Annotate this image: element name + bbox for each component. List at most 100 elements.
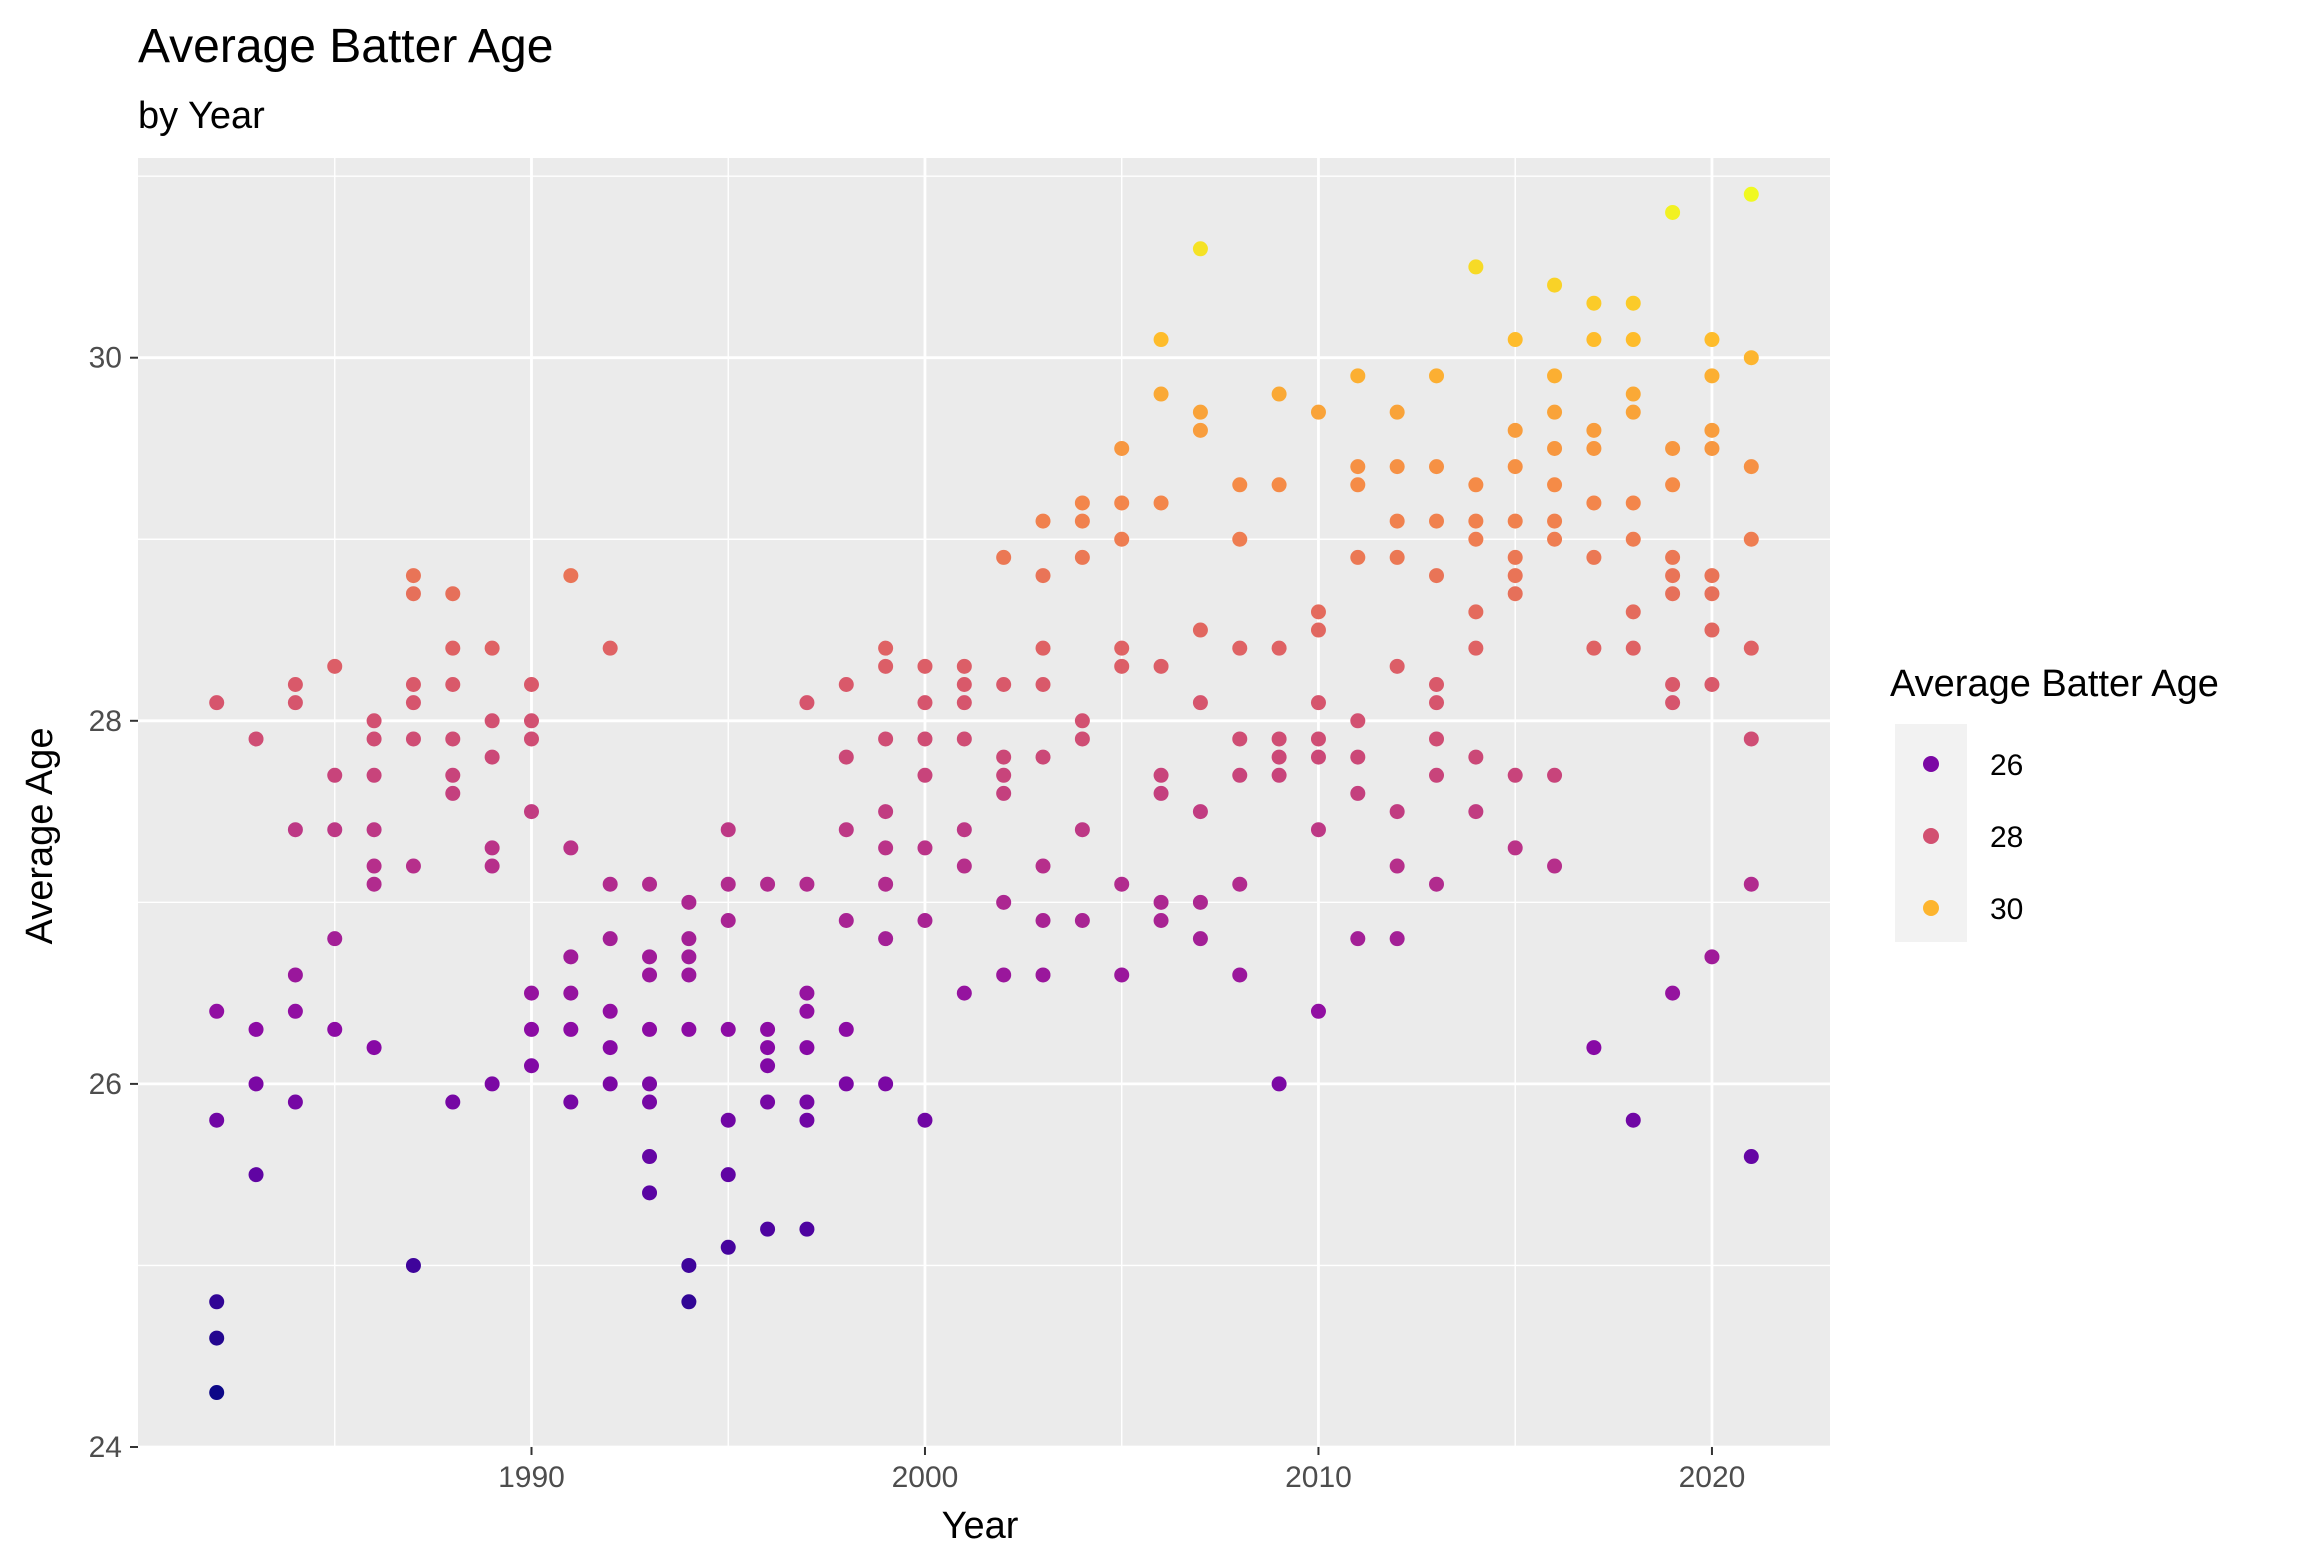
- data-point: [1704, 368, 1720, 384]
- data-point: [1350, 459, 1366, 475]
- data-point: [1310, 731, 1326, 747]
- data-point: [1665, 477, 1681, 493]
- data-point: [1114, 876, 1130, 892]
- data-point: [799, 1003, 815, 1019]
- data-point: [1468, 749, 1484, 765]
- data-point: [878, 804, 894, 820]
- data-point: [996, 749, 1012, 765]
- data-point: [248, 1076, 264, 1092]
- data-point: [1114, 658, 1130, 674]
- data-point: [720, 1112, 736, 1128]
- data-point: [602, 640, 618, 656]
- x-tick-label: 2020: [1679, 1461, 1746, 1494]
- data-point: [642, 967, 658, 983]
- data-point: [523, 985, 539, 1001]
- data-point: [1665, 586, 1681, 602]
- data-point: [681, 1021, 697, 1037]
- data-point: [838, 1021, 854, 1037]
- data-point: [681, 949, 697, 965]
- legend-entries: 26 28 30: [1923, 749, 2023, 926]
- data-point: [996, 785, 1012, 801]
- data-point: [1507, 586, 1523, 602]
- data-point: [1625, 531, 1641, 547]
- legend-key: [1923, 828, 1939, 844]
- data-point: [1586, 422, 1602, 438]
- data-point: [1310, 1003, 1326, 1019]
- data-point: [1271, 386, 1287, 402]
- data-points: [209, 186, 1759, 1401]
- data-point: [878, 1076, 894, 1092]
- data-point: [1389, 404, 1405, 420]
- data-point: [1232, 876, 1248, 892]
- data-point: [1153, 386, 1169, 402]
- data-point: [248, 1021, 264, 1037]
- data-point: [523, 676, 539, 692]
- data-point: [1310, 404, 1326, 420]
- x-tick-label: 2000: [892, 1461, 959, 1494]
- y-axis-title: Average Age: [19, 728, 61, 945]
- data-point: [878, 876, 894, 892]
- data-point: [1232, 731, 1248, 747]
- data-point: [878, 658, 894, 674]
- data-point: [563, 568, 579, 584]
- data-point: [1192, 404, 1208, 420]
- data-point: [1350, 713, 1366, 729]
- data-point: [1743, 459, 1759, 475]
- data-point: [484, 640, 500, 656]
- data-point: [1153, 894, 1169, 910]
- data-point: [1074, 731, 1090, 747]
- y-tick-label: 24: [89, 1431, 122, 1464]
- data-point: [1665, 549, 1681, 565]
- data-point: [1547, 767, 1563, 783]
- data-point: [1468, 604, 1484, 620]
- data-point: [327, 767, 343, 783]
- data-point: [917, 840, 933, 856]
- data-point: [209, 1294, 225, 1310]
- data-point: [1468, 531, 1484, 547]
- data-point: [209, 1385, 225, 1401]
- data-point: [563, 1021, 579, 1037]
- data-point: [760, 1094, 776, 1110]
- x-axis-title: Year: [942, 1505, 1019, 1547]
- data-point: [1389, 459, 1405, 475]
- data-point: [523, 804, 539, 820]
- data-point: [917, 767, 933, 783]
- data-point: [1743, 731, 1759, 747]
- data-point: [1429, 568, 1445, 584]
- data-point: [1271, 731, 1287, 747]
- data-point: [602, 876, 618, 892]
- data-point: [1547, 440, 1563, 456]
- data-point: [956, 658, 972, 674]
- data-point: [838, 913, 854, 929]
- data-point: [1429, 513, 1445, 529]
- data-point: [681, 967, 697, 983]
- data-point: [642, 1094, 658, 1110]
- data-point: [1350, 477, 1366, 493]
- data-point: [1271, 1076, 1287, 1092]
- data-point: [1153, 913, 1169, 929]
- data-point: [523, 713, 539, 729]
- data-point: [1468, 477, 1484, 493]
- data-point: [1389, 931, 1405, 947]
- data-point: [1547, 477, 1563, 493]
- data-point: [956, 985, 972, 1001]
- data-point: [1665, 695, 1681, 711]
- legend-label: 26: [1990, 749, 2023, 782]
- data-point: [1350, 749, 1366, 765]
- data-point: [878, 731, 894, 747]
- data-point: [287, 695, 303, 711]
- plot-panel: [138, 158, 1830, 1447]
- data-point: [602, 1040, 618, 1056]
- data-point: [996, 676, 1012, 692]
- data-point: [1665, 676, 1681, 692]
- data-point: [799, 1112, 815, 1128]
- legend-title: Average Batter Age: [1890, 663, 2219, 705]
- data-point: [327, 658, 343, 674]
- data-point: [1389, 858, 1405, 874]
- data-point: [1192, 695, 1208, 711]
- data-point: [1232, 477, 1248, 493]
- data-point: [1704, 622, 1720, 638]
- data-point: [720, 913, 736, 929]
- data-point: [760, 1221, 776, 1237]
- data-point: [1271, 767, 1287, 783]
